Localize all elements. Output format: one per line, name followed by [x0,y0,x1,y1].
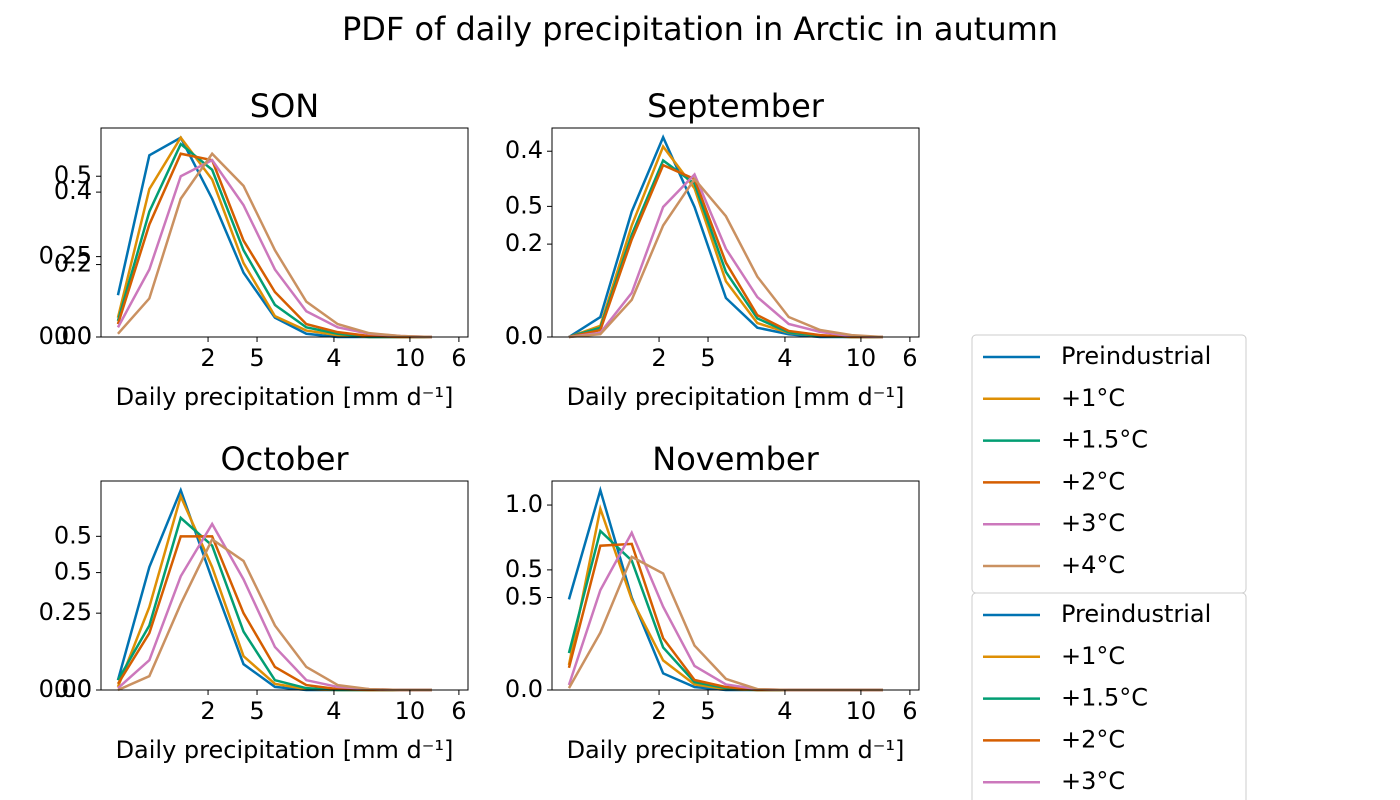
legend-label: +1°C [1061,642,1125,670]
y-tick-label: 0.5 [54,558,92,586]
figure-title: PDF of daily precipitation in Arctic in … [342,10,1058,48]
series-line [567,485,883,692]
legend-label: +2°C [1061,725,1125,753]
y-tick-label: 0.0 [505,322,543,350]
x-tick-label: 5 [700,697,715,725]
legend-box [971,592,1247,800]
x-axis-label: Daily precipitation [mm d⁻¹] [567,736,905,764]
x-tick-label: 5 [249,697,264,725]
y-tick-label: 0.25 [39,598,92,626]
y-tick-label: 0.0 [505,675,543,703]
series-line [568,134,883,339]
x-tick-label: 4 [326,697,341,725]
x-tick-label: 6 [451,344,466,372]
x-tick-label: 10 [846,697,877,725]
legend-label: Preindustrial [1061,600,1211,628]
x-tick-label: 4 [777,697,792,725]
y-tick-label: 0.5 [505,191,543,219]
x-tick-label: 5 [249,344,264,372]
legend-label: +4°C [1061,551,1125,579]
x-tick-label: 4 [777,344,792,372]
y-tick-label: 0.2 [505,229,543,257]
x-tick-label: 6 [902,344,917,372]
series-line [116,142,432,339]
subplot-title: November [652,440,819,478]
y-tick-label: 0.00 [39,675,92,703]
series-line [567,542,883,692]
x-tick-label: 10 [395,697,426,725]
subplot-title: October [220,440,349,478]
series-line [116,135,432,339]
legend-label: +2°C [1061,467,1125,495]
x-tick-label: 5 [700,344,715,372]
series-line [568,177,883,339]
series-line [117,151,432,339]
series-line [567,555,883,692]
x-tick-label: 2 [651,344,666,372]
legend-label: +1.5°C [1061,684,1148,712]
y-tick-label: 0.5 [54,521,92,549]
x-tick-label: 6 [451,697,466,725]
series-line [116,486,432,692]
legend-label: Preindustrial [1061,342,1211,370]
x-axis-label: Daily precipitation [mm d⁻¹] [116,383,454,411]
series-line [116,152,432,339]
y-tick-label: 0.0 [54,322,92,350]
series-line [116,535,432,692]
y-tick-label: 0.4 [54,177,92,205]
x-tick-label: 10 [846,344,877,372]
axes-frame [100,127,469,338]
y-tick-label: 0.0 [505,322,543,350]
y-tick-label: 0.5 [505,583,543,611]
x-tick-label: 4 [326,344,341,372]
series-line [568,172,883,339]
legend-label: +1°C [1061,384,1125,412]
y-tick-label: 0.5 [54,161,92,189]
x-tick-label: 2 [651,697,666,725]
y-tick-label: 0.4 [505,136,543,164]
y-tick-label: 0.25 [39,242,92,270]
axes-frame [100,480,469,691]
series-line [567,503,883,692]
series-line [116,135,432,339]
x-tick-label: 2 [200,697,215,725]
x-tick-label: 6 [902,697,917,725]
legend-label: +3°C [1061,509,1125,537]
y-tick-label: 0.5 [505,555,543,583]
series-line [117,537,432,692]
y-tick-label: 0.00 [39,322,92,350]
y-tick-label: 1.0 [505,490,543,518]
series-line [568,144,883,339]
axes-frame [551,480,920,691]
y-tick-label: 0.0 [54,675,92,703]
x-axis-label: Daily precipitation [mm d⁻¹] [567,383,905,411]
x-tick-label: 10 [395,344,426,372]
subplot-title: September [647,87,825,125]
axes-frame [551,127,920,338]
x-axis-label: Daily precipitation [mm d⁻¹] [116,736,454,764]
series-line [568,163,883,339]
y-tick-label: 0.2 [54,250,92,278]
subplot-title: SON [250,87,319,125]
series-line [116,515,432,692]
legend-label: +1.5°C [1061,426,1148,454]
x-tick-label: 2 [200,344,215,372]
legend-label: +3°C [1061,767,1125,795]
